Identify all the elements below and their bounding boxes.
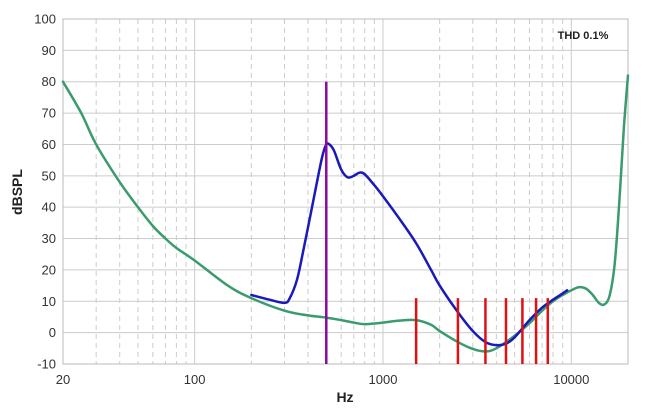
y-tick-label: 100 bbox=[34, 12, 56, 27]
harmonic-spikes bbox=[325, 81, 550, 364]
x-tick-label: 1000 bbox=[369, 372, 398, 387]
y-tick-label: 0 bbox=[49, 325, 56, 340]
series-response bbox=[250, 142, 569, 347]
y-tick-label: 60 bbox=[42, 137, 56, 152]
y-tick-labels: -10 0 10 20 30 40 50 60 70 80 90 100 bbox=[34, 12, 56, 372]
x-tick-label: 10000 bbox=[553, 372, 589, 387]
y-tick-label: 20 bbox=[42, 262, 56, 277]
x-tick-labels: 20 100 1000 10000 bbox=[56, 372, 590, 387]
y-tick-label: 40 bbox=[42, 200, 56, 215]
grid bbox=[62, 18, 629, 365]
x-axis-title: Hz bbox=[336, 389, 353, 405]
plot-frame bbox=[62, 18, 629, 365]
y-tick-label: 50 bbox=[42, 168, 56, 183]
y-tick-label: 90 bbox=[42, 43, 56, 58]
y-tick-label: 80 bbox=[42, 74, 56, 89]
y-tick-label: -10 bbox=[37, 357, 56, 372]
x-tick-label: 100 bbox=[184, 372, 206, 387]
thd-annotation: THD 0.1% bbox=[558, 30, 609, 42]
y-tick-label: 10 bbox=[42, 294, 56, 309]
y-axis-title: dBSPL bbox=[9, 169, 25, 215]
x-tick-label: 20 bbox=[56, 372, 70, 387]
data-series bbox=[61, 74, 630, 353]
series-noise-floor bbox=[61, 74, 630, 353]
y-tick-label: 30 bbox=[42, 231, 56, 246]
y-tick-label: 70 bbox=[42, 106, 56, 121]
